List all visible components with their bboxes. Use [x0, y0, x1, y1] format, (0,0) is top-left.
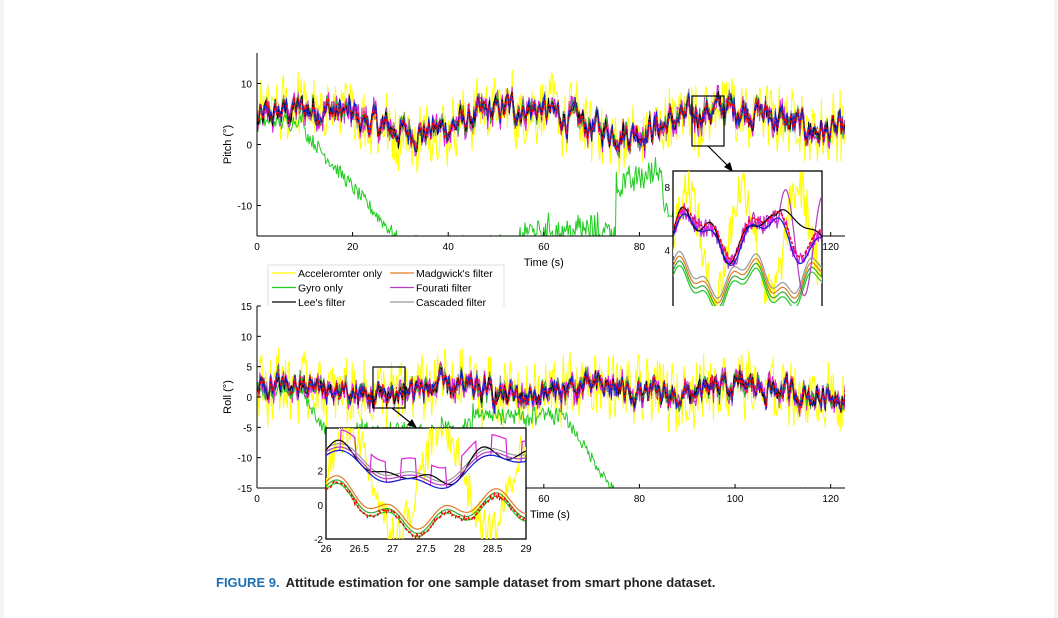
roll-y-tick-label: 15: [241, 302, 253, 313]
roll-y-tick-label: 10: [241, 332, 253, 343]
roll-x-tick-label: 60: [538, 494, 550, 505]
roll-line-reference: [257, 367, 845, 413]
roll-inset-x-tick-label: 28: [454, 544, 466, 555]
roll-inset-x-tick-label: 27: [387, 544, 399, 555]
pitch-inset: 9293949596840: [664, 170, 828, 329]
roll-x-tick-label: 100: [727, 494, 744, 505]
pitch-inset-line-gyro: [673, 265, 822, 313]
pitch-x-tick-label: 40: [443, 242, 455, 253]
pitch-inset-line-mahoney: [673, 260, 822, 309]
roll-inset-line-mahoney: [326, 479, 526, 535]
pitch-inset-line-cascaded: [673, 250, 822, 299]
roll-y-tick-label: -10: [238, 454, 253, 465]
roll-zoom-box: [372, 366, 406, 409]
roll-inset: 26 26.5 27 27.5 28 28.5 29 2 0 -2: [314, 427, 532, 555]
roll-inset-line-fourati: [326, 446, 526, 486]
pitch-y-tick-label: 10: [241, 80, 253, 91]
pitch-y-axis-label: Pitch (°): [222, 125, 234, 164]
roll-zoom-arrow: [391, 407, 413, 425]
roll-inset-x-tick-label: 26: [320, 544, 332, 555]
pitch-line-reference: [257, 93, 845, 152]
roll-inset-line-proposed: [326, 449, 526, 489]
pitch-x-tick-label: 80: [634, 242, 646, 253]
pitch-inset-line-proposed: [673, 213, 822, 267]
pitch-x-tick-label: 20: [347, 242, 359, 253]
pitch-x-tick-label: 60: [538, 242, 550, 253]
roll-y-tick-label: 0: [246, 393, 252, 404]
pitch-inset-series: [673, 171, 822, 313]
pitch-x-axis-label: Time (s): [524, 257, 564, 269]
roll-inset-x-tick-label: 27.5: [416, 544, 436, 555]
roll-inset-line-madgwick: [326, 475, 526, 530]
roll-inset-line-cascaded: [326, 443, 526, 483]
roll-inset-y-tick-label: 2: [317, 467, 323, 478]
roll-inset-line-accelerometer: [326, 428, 526, 539]
roll-y-tick-label: -15: [238, 484, 253, 495]
roll-inset-x-tick-label: 28.5: [483, 544, 503, 555]
pitch-series-group: [257, 69, 845, 236]
pitch-inset-line-madgwick: [673, 255, 822, 304]
pitch-inset-y-tick-label: 8: [664, 183, 670, 194]
roll-x-tick-label: 0: [254, 494, 260, 505]
roll-x-tick-label: 120: [822, 494, 839, 505]
figure-label: FIGURE 9.: [216, 575, 280, 590]
pitch-line-accelerometer: [257, 69, 845, 175]
legend-label-fourati: Fourati filter: [416, 283, 472, 295]
roll-inset-series: [326, 428, 526, 539]
roll-inset-line-reference-low: [326, 479, 526, 539]
roll-x-tick-label: 80: [634, 494, 646, 505]
legend-label-madgwick: Madgwick's filter: [416, 268, 493, 280]
pitch-line-gyro: [257, 112, 810, 236]
pitch-zoom-arrow: [707, 145, 731, 169]
pitch-x-tick-label: 120: [822, 242, 839, 253]
figure-caption: FIGURE 9. Attitude estimation for one sam…: [216, 575, 715, 590]
roll-y-tick-label: 5: [246, 363, 252, 374]
roll-x-axis-label: Time (s): [530, 509, 570, 521]
pitch-y-tick-label: -10: [238, 202, 253, 213]
roll-inset-x-tick-label: 29: [520, 544, 532, 555]
roll-inset-y-tick-label: 0: [317, 501, 323, 512]
legend-label-gyro: Gyro only: [298, 283, 344, 295]
figure-caption-text: Attitude estimation for one sample datas…: [285, 575, 716, 590]
pitch-zoom-arrowhead: [724, 162, 733, 172]
pitch-x-tick-label: 0: [254, 242, 260, 253]
roll-inset-y-tick-label: -2: [314, 535, 323, 546]
roll-zoom-arrowhead: [407, 419, 417, 428]
roll-y-tick-label: -5: [243, 423, 252, 434]
roll-y-axis-label: Roll (°): [222, 380, 234, 414]
roll-inset-x-tick-label: 26.5: [350, 544, 370, 555]
legend-label-accelerometer: Acceleromter only: [298, 268, 383, 280]
pitch-inset-line-accelerometer: [673, 171, 822, 313]
pitch-y-tick-label: 0: [246, 141, 252, 152]
pitch-inset-y-tick-label: 4: [664, 246, 670, 257]
roll-inset-line-gyro: [326, 482, 526, 538]
roll-plot: 0 60 80 100 120 15 10 5 0 -5 -10 -15 Time (s) Roll (°…: [222, 302, 845, 521]
pitch-plot: 0 20 40 60 80 120 10 0 -10 Time (s) Pitch (°): [222, 53, 845, 269]
